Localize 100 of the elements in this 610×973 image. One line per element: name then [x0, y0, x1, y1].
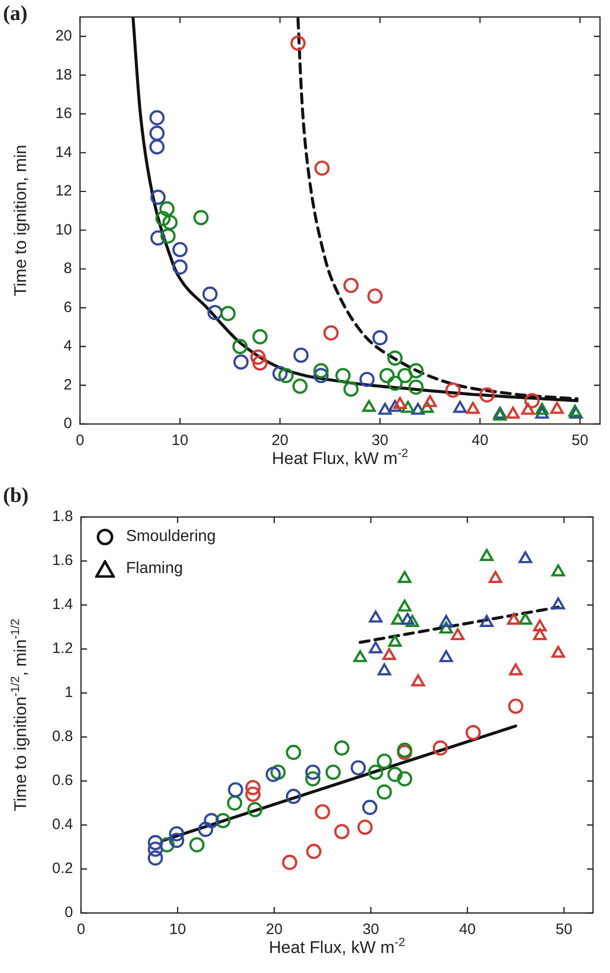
- point: [148, 835, 163, 850]
- x-tick-label: 10: [169, 921, 186, 938]
- point: [439, 622, 453, 634]
- point: [388, 634, 402, 647]
- annotation: Smouldering: [126, 528, 216, 546]
- point: [290, 36, 306, 51]
- point: [278, 368, 294, 384]
- point: [398, 571, 412, 583]
- y-tick-label: 0.2: [52, 860, 73, 878]
- point: [524, 393, 540, 408]
- y-tick-label: 0.4: [52, 816, 73, 834]
- y-tick-label: 12: [55, 182, 72, 200]
- chart-title: (b): [3, 483, 29, 507]
- point: [480, 615, 494, 627]
- point: [353, 650, 367, 662]
- point: [367, 288, 383, 304]
- point: [313, 363, 329, 378]
- y-tick-label: 8: [64, 260, 72, 278]
- point: [155, 210, 171, 226]
- point: [270, 764, 286, 780]
- point: [148, 842, 163, 857]
- annotation: Flaming: [126, 560, 183, 578]
- x-tick-label: 40: [459, 921, 476, 938]
- y-tick-label: 0.6: [52, 772, 73, 790]
- y-tick-label: 0: [64, 415, 72, 432]
- point: [292, 378, 308, 394]
- point: [160, 228, 176, 244]
- point: [305, 771, 320, 786]
- y-tick-label: 2: [64, 376, 72, 394]
- point: [379, 368, 395, 384]
- x-tick-label: 0: [76, 432, 84, 450]
- point: [252, 355, 268, 371]
- point: [551, 564, 565, 576]
- point: [393, 397, 407, 409]
- point: [533, 619, 547, 632]
- y-tick-label: 18: [55, 66, 72, 84]
- point: [521, 402, 535, 415]
- point: [193, 210, 209, 226]
- point: [439, 650, 453, 662]
- point: [466, 725, 481, 740]
- point: [245, 780, 261, 796]
- chart-title: (a): [3, 1, 28, 25]
- y-axis-title: Time to ignition-1/2, min-1/2: [8, 618, 30, 812]
- point: [439, 615, 453, 627]
- x-tick-label: 30: [372, 432, 388, 450]
- point: [159, 837, 175, 852]
- point: [423, 395, 437, 408]
- y-tick-label: 0.8: [52, 728, 73, 746]
- point: [189, 837, 205, 852]
- x-tick-label: 30: [362, 921, 380, 938]
- point: [518, 612, 532, 625]
- point: [334, 740, 350, 756]
- point: [400, 612, 414, 625]
- point: [378, 402, 392, 415]
- point: [368, 764, 384, 780]
- y-tick-label: 4: [64, 338, 72, 355]
- y-tick-label: 10: [55, 221, 72, 238]
- point: [550, 402, 564, 414]
- point: [314, 804, 330, 820]
- x-tick-label: 50: [572, 432, 588, 450]
- point: [252, 329, 268, 344]
- point: [305, 764, 320, 780]
- point: [335, 368, 351, 384]
- y-axis-title: Time to ignition, min: [11, 144, 30, 296]
- point: [247, 802, 262, 818]
- point: [169, 826, 184, 842]
- point: [518, 551, 532, 564]
- point: [306, 844, 322, 859]
- point: [368, 610, 382, 623]
- point: [323, 325, 339, 341]
- point: [388, 400, 402, 412]
- point: [488, 571, 502, 583]
- point: [376, 784, 392, 800]
- x-tick-label: 50: [556, 921, 572, 938]
- point: [162, 214, 178, 230]
- x-tick-label: 40: [472, 432, 488, 450]
- y-tick-label: 1.2: [52, 640, 73, 658]
- point: [282, 854, 298, 870]
- point: [411, 674, 425, 686]
- point: [533, 628, 547, 640]
- point: [343, 278, 359, 294]
- point: [286, 788, 302, 804]
- point: [551, 646, 565, 658]
- y-tick-label: 1: [64, 684, 73, 702]
- point: [406, 615, 420, 627]
- point: [368, 641, 382, 654]
- point: [357, 820, 373, 835]
- point: [408, 363, 424, 378]
- point: [266, 766, 281, 782]
- point: [432, 740, 448, 756]
- point: [411, 402, 425, 415]
- point: [362, 800, 378, 815]
- point: [408, 380, 424, 395]
- point: [245, 786, 261, 802]
- point: [535, 406, 549, 419]
- y-tick-label: 0: [64, 904, 73, 922]
- point: [480, 549, 494, 561]
- point: [227, 795, 242, 811]
- point: [220, 306, 236, 322]
- point: [334, 824, 350, 840]
